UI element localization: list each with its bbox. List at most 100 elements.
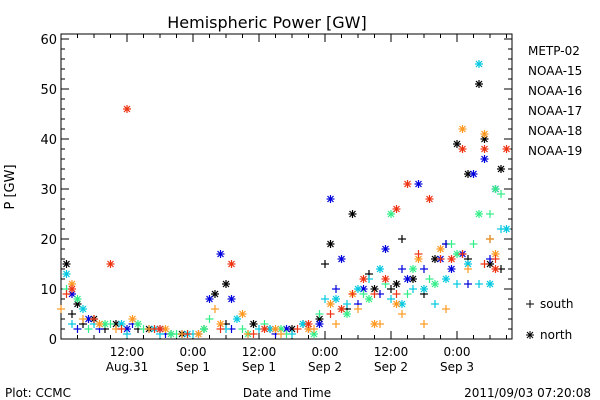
- north-marker: [431, 255, 439, 263]
- south-marker: [442, 305, 450, 313]
- north-marker: [447, 255, 456, 263]
- south-marker: [387, 285, 395, 293]
- north-marker: [414, 180, 423, 188]
- north-marker: [343, 310, 351, 318]
- north-marker: [233, 315, 241, 323]
- south-marker: [117, 325, 126, 333]
- x-tick-label-time: 0:00: [444, 345, 471, 359]
- x-tick-label-date: Sep 1: [176, 360, 210, 374]
- y-tick-label: 40: [40, 133, 57, 148]
- north-marker: [480, 130, 489, 138]
- y-tick-label: 20: [40, 233, 57, 248]
- north-marker: [480, 155, 489, 163]
- north-marker: [425, 195, 434, 203]
- south-marker: [348, 290, 357, 298]
- north-marker: [167, 330, 175, 338]
- south-marker: [68, 320, 76, 328]
- north-marker: [62, 260, 71, 268]
- south-marker: [370, 290, 379, 298]
- y-tick-label: 30: [40, 183, 57, 198]
- north-marker: [370, 285, 379, 293]
- x-tick-label-date: Sep 1: [242, 360, 276, 374]
- south-marker: [205, 315, 214, 323]
- south-marker: [73, 325, 82, 333]
- north-marker: [68, 285, 76, 293]
- north-marker: [392, 280, 401, 288]
- north-marker: [469, 170, 478, 178]
- north-marker: [326, 195, 335, 203]
- north-marker: [326, 300, 335, 308]
- north-marker: [458, 145, 467, 153]
- south-marker: [359, 290, 368, 298]
- south-marker: [392, 290, 401, 298]
- south-marker: [387, 295, 395, 303]
- south-marker: [68, 310, 76, 318]
- south-marker: [84, 325, 93, 333]
- north-marker: [304, 325, 313, 333]
- north-marker: [304, 320, 313, 328]
- x-tick-label-date: Aug.31: [106, 360, 149, 374]
- north-marker: [392, 300, 401, 308]
- y-axis-label: P [GW]: [3, 164, 18, 209]
- x-tick-label-date: Sep 2: [374, 360, 408, 374]
- north-marker: [475, 60, 483, 68]
- south-marker: [464, 265, 472, 273]
- south-marker: [321, 260, 329, 268]
- south-marker: [431, 300, 439, 308]
- x-tick-label-date: Sep 3: [440, 360, 474, 374]
- north-marker: [409, 265, 417, 273]
- south-marker: [183, 330, 192, 338]
- plot-frame: [60, 33, 513, 340]
- south-marker: [315, 310, 324, 318]
- south-marker: [277, 330, 285, 338]
- north-marker: [453, 140, 461, 148]
- chart-title: Hemispheric Power [GW]: [167, 13, 366, 32]
- south-marker: [409, 285, 417, 293]
- south-marker: [398, 235, 406, 243]
- south-marker: [249, 330, 258, 338]
- south-marker: [425, 275, 434, 283]
- north-marker: [480, 145, 489, 153]
- north-marker: [491, 265, 500, 273]
- north-marker: [359, 275, 368, 283]
- south-marker: [57, 305, 65, 313]
- north-marker: [365, 295, 373, 303]
- north-marker: [403, 180, 412, 188]
- south-marker: [491, 255, 500, 263]
- north-marker: [387, 210, 395, 218]
- south-marker: [211, 305, 219, 313]
- x-axis-label: Date and Time: [243, 386, 331, 400]
- x-tick-label-date: Sep 2: [308, 360, 342, 374]
- data-markers: [57, 60, 511, 338]
- north-marker: [106, 260, 115, 268]
- north-marker: [337, 255, 346, 263]
- north-marker: [200, 325, 208, 333]
- north-marker: [332, 295, 340, 303]
- x-tick-label-time: 12:00: [110, 345, 145, 359]
- north-marker: [431, 280, 439, 288]
- south-marker: [216, 325, 225, 333]
- north-marker: [95, 320, 104, 328]
- south-marker: [79, 315, 87, 323]
- north-marker: [458, 125, 467, 133]
- south-marker: [398, 265, 406, 273]
- legend-entry: METP-02: [528, 44, 580, 58]
- north-marker: [447, 265, 456, 273]
- north-marker: [337, 305, 346, 313]
- footer-timestamp: 2011/09/03 07:20:08: [464, 386, 591, 400]
- y-axis-ticks: 0 10 20 30 40 50 60: [40, 33, 512, 348]
- y-tick-label: 10: [40, 283, 57, 298]
- north-marker: [464, 170, 472, 178]
- north-marker: [376, 265, 384, 273]
- south-marker: [321, 295, 329, 303]
- north-marker: [497, 165, 505, 173]
- north-marker: [326, 240, 335, 248]
- south-marker: [486, 210, 494, 218]
- x-tick-label-time: 12:00: [374, 345, 409, 359]
- south-marker: [332, 285, 340, 293]
- north-marker: [123, 105, 131, 113]
- north-marker: [271, 325, 280, 333]
- north-marker: [117, 320, 126, 328]
